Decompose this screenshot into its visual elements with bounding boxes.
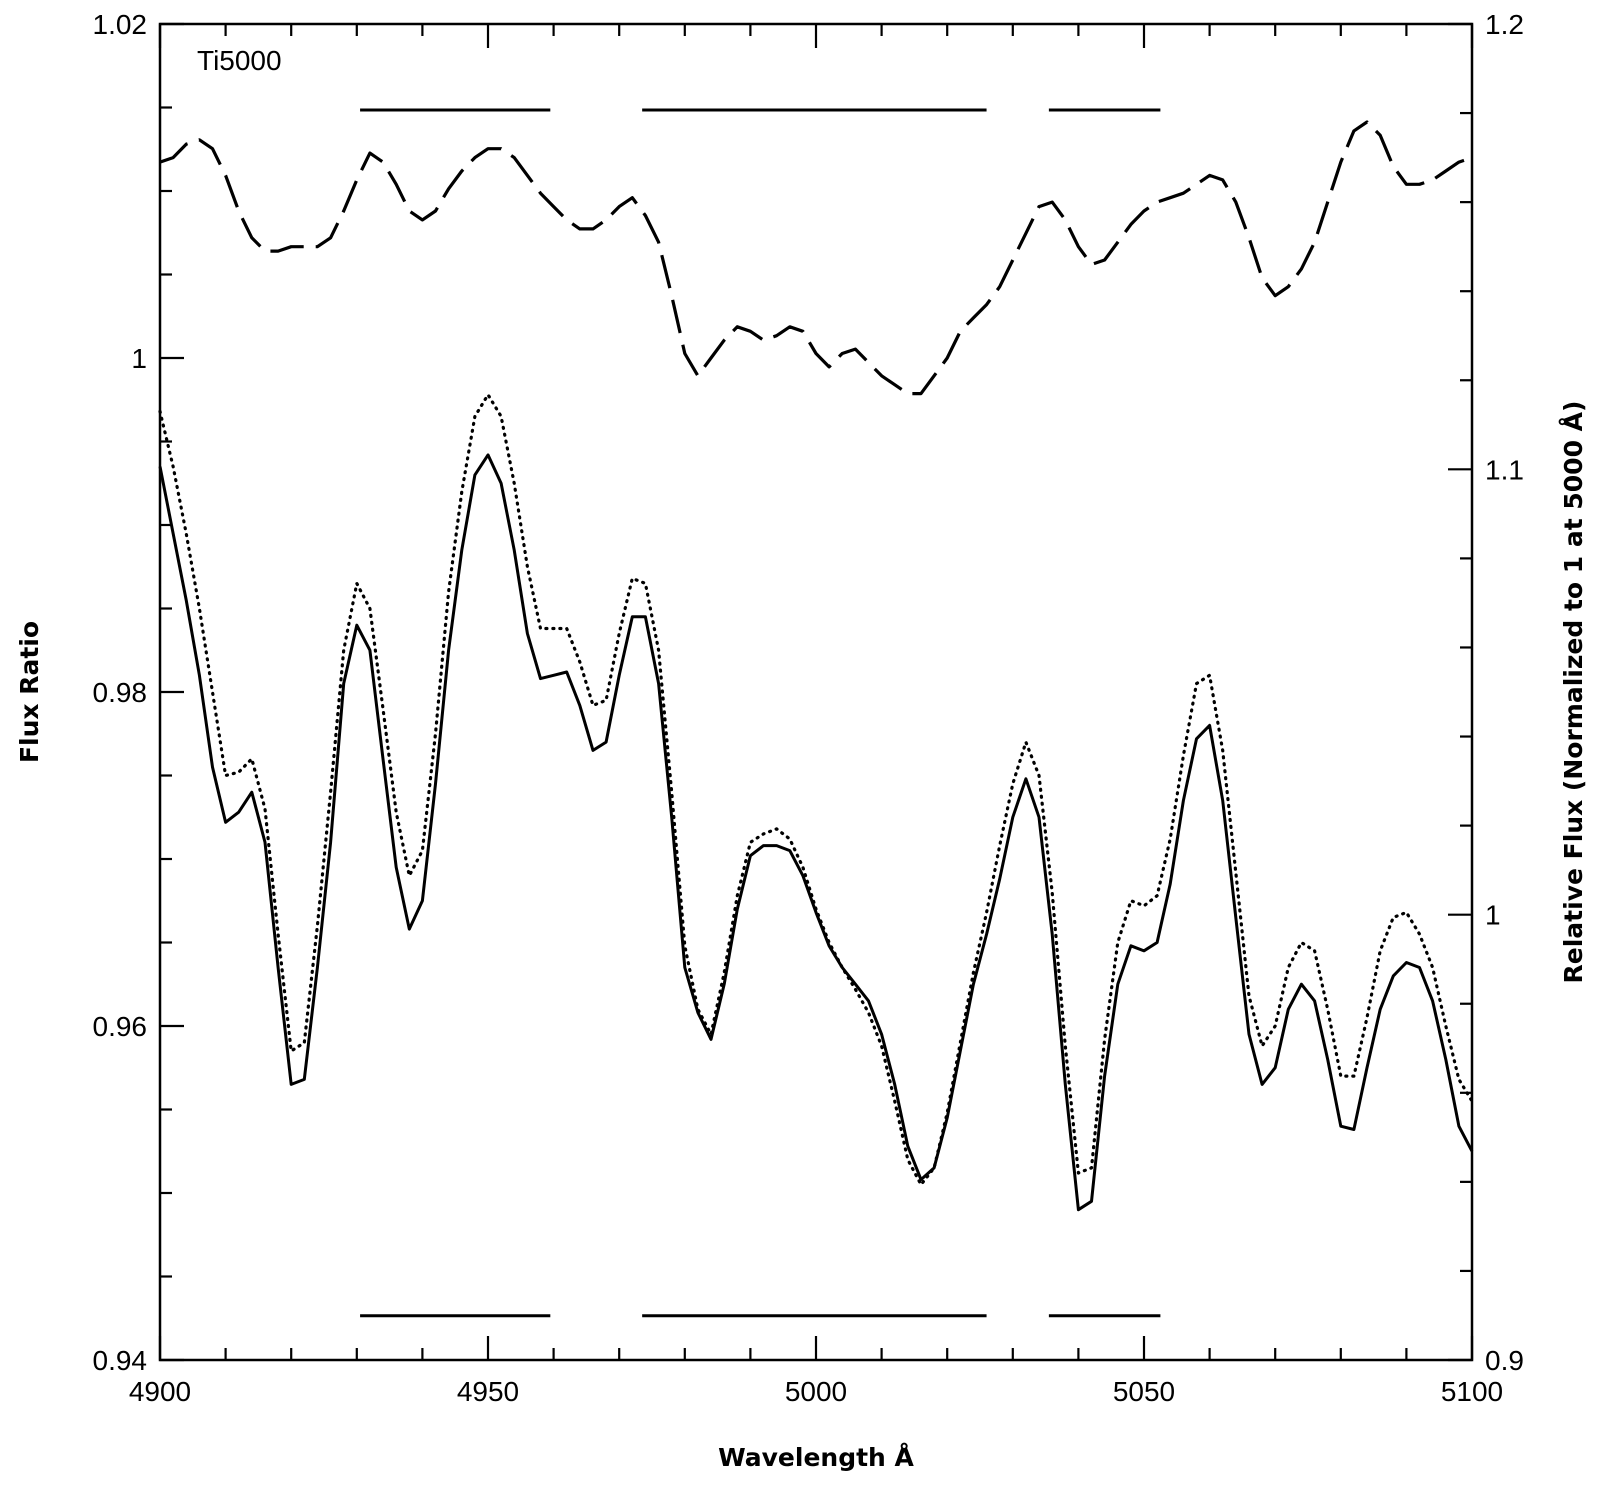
band-markers bbox=[360, 108, 1161, 1318]
y-tick-label: 0.94 bbox=[93, 1345, 148, 1376]
x-tick-label: 4900 bbox=[129, 1376, 191, 1407]
series-solid-line bbox=[158, 453, 1474, 1212]
tick-labels: 4900 4950 5000 5050 5100 0.94 0.96 0.98 1 1.02 0.9… bbox=[93, 9, 1524, 1407]
plot-frame bbox=[158, 22, 1474, 1362]
axis-ticks bbox=[158, 22, 1474, 1362]
panel-label: Ti5000 bbox=[197, 45, 282, 76]
x-tick-label: 5050 bbox=[1113, 1376, 1175, 1407]
y-axis-title: Flux Ratio bbox=[15, 621, 44, 763]
y-right-axis-title: Relative Flux (Normalized to 1 at 5000 Å… bbox=[1559, 401, 1588, 984]
x-tick-label: 5000 bbox=[785, 1376, 847, 1407]
series-dashed-line bbox=[159, 120, 1473, 396]
x-axis-title: Wavelength Å bbox=[718, 1443, 914, 1472]
series-lines bbox=[158, 120, 1474, 1212]
x-tick-label: 4950 bbox=[457, 1376, 519, 1407]
y-tick-label: 1.02 bbox=[93, 9, 148, 40]
series-dotted-line bbox=[158, 393, 1474, 1187]
y-tick-label: 0.96 bbox=[93, 1011, 148, 1042]
y-tick-label: 1 bbox=[131, 343, 147, 374]
x-tick-label: 5100 bbox=[1441, 1376, 1503, 1407]
y-right-tick-label: 0.9 bbox=[1485, 1345, 1524, 1376]
y-right-tick-label: 1.1 bbox=[1485, 454, 1524, 485]
y-right-tick-label: 1.2 bbox=[1485, 9, 1524, 40]
y-tick-label: 0.98 bbox=[93, 677, 148, 708]
y-right-tick-label: 1 bbox=[1485, 900, 1501, 931]
